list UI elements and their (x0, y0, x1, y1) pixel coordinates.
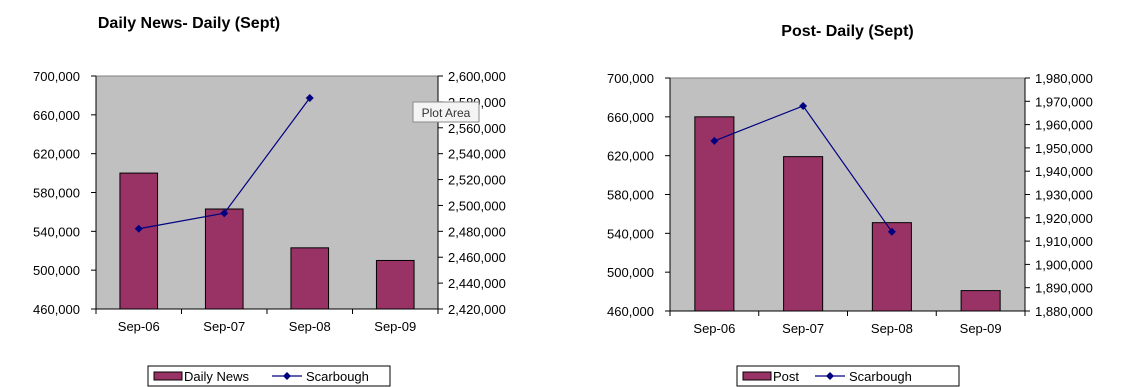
y-right-tick-label: 2,600,000 (448, 69, 506, 84)
y-left-tick-label: 660,000 (33, 108, 80, 123)
line-point-scarbough (305, 94, 314, 103)
y-right-tick-label: 2,460,000 (448, 250, 506, 265)
legend-bar-swatch (742, 371, 772, 381)
post-chart-svg: Post- Daily (Sept) 460,000 500,000 540,000 5… (607, 23, 1093, 387)
legend-line-marker (283, 372, 291, 380)
plot-area-tooltip-label: Plot Area (422, 106, 471, 120)
legend-label: Post (773, 369, 799, 384)
bar-post (960, 290, 1001, 312)
y-left-tick-label: 460,000 (33, 302, 80, 317)
y-right-tick-label: 1,890,000 (1035, 281, 1093, 296)
y-left-tick-label: 660,000 (607, 110, 654, 125)
line-point-scarbough (887, 227, 896, 236)
legend-label: Daily News (184, 369, 250, 384)
y-right-tick-label: 2,500,000 (448, 198, 506, 213)
daily-news-chart-svg: Daily News- Daily (Sept) 460,000 500,000 54… (33, 15, 506, 387)
legend-line-marker (826, 372, 834, 380)
daily-news-chart: Daily News- Daily (Sept) 460,000 500,000 54… (0, 0, 560, 387)
y-left-tick-label: 580,000 (33, 186, 80, 201)
y-right-tick-label: 1,940,000 (1035, 164, 1093, 179)
y-right-tick-label: 1,880,000 (1035, 304, 1093, 319)
y-left-tick-label: 460,000 (607, 304, 654, 319)
y-left-tick-label: 500,000 (607, 265, 654, 280)
y-right-tick-label: 1,950,000 (1035, 141, 1093, 156)
y-right-tick-label: 2,480,000 (448, 224, 506, 239)
y-right-tick-label: 2,420,000 (448, 302, 506, 317)
y-right-tick-label: 2,520,000 (448, 173, 506, 188)
y-right-tick-label: 1,900,000 (1035, 257, 1093, 272)
x-tick-label: Sep-06 (118, 319, 160, 334)
line-point-scarbough (799, 101, 808, 110)
y-left-tick-label: 540,000 (33, 224, 80, 239)
bar-daily-news (119, 172, 159, 310)
bar-post (871, 222, 912, 312)
y-left-tick-label: 580,000 (607, 188, 654, 203)
y-left-tick-label: 620,000 (33, 147, 80, 162)
y-left-tick-label: 540,000 (607, 226, 654, 241)
y-right-tick-label: 2,540,000 (448, 147, 506, 162)
bar-post (694, 116, 735, 312)
y-left-tick-label: 620,000 (607, 149, 654, 164)
bar-daily-news (375, 259, 415, 310)
bar-daily-news (204, 208, 244, 310)
y-right-tick-label: 2,440,000 (448, 276, 506, 291)
x-tick-label: Sep-06 (693, 321, 735, 336)
plot-area-tooltip (412, 101, 480, 123)
y-right-tick-label: 1,970,000 (1035, 94, 1093, 109)
legend-label: Scarbough (849, 369, 912, 384)
x-tick-label: Sep-07 (782, 321, 824, 336)
x-tick-label: Sep-07 (203, 319, 245, 334)
y-left-tick-label: 700,000 (607, 71, 654, 86)
y-right-tick-label: 2,560,000 (448, 121, 506, 136)
x-tick-label: Sep-09 (374, 319, 416, 334)
legend-label: Scarbough (306, 369, 369, 384)
legend-box (736, 365, 960, 387)
x-tick-label: Sep-08 (289, 319, 331, 334)
bar-post (783, 156, 824, 312)
line-point-scarbough (220, 209, 229, 218)
post-chart: Post- Daily (Sept) 460,000 500,000 540,000 5… (570, 0, 1130, 387)
legend-bar-swatch (153, 371, 183, 381)
line-point-scarbough (134, 224, 143, 233)
y-right-tick-label: 1,920,000 (1035, 211, 1093, 226)
y-right-tick-label: 1,910,000 (1035, 234, 1093, 249)
y-right-tick-label: 1,930,000 (1035, 188, 1093, 203)
y-left-tick-label: 700,000 (33, 69, 80, 84)
legend-box (147, 365, 391, 387)
bar-daily-news (290, 247, 330, 310)
chart-title: Post- Daily (Sept) (781, 23, 913, 40)
chart-title: Daily News- Daily (Sept) (98, 15, 280, 32)
y-left-tick-label: 500,000 (33, 263, 80, 278)
y-right-tick-label: 1,960,000 (1035, 118, 1093, 133)
y-right-tick-label: 1,980,000 (1035, 71, 1093, 86)
x-tick-label: Sep-08 (871, 321, 913, 336)
x-tick-label: Sep-09 (960, 321, 1002, 336)
line-point-scarbough (710, 136, 719, 145)
